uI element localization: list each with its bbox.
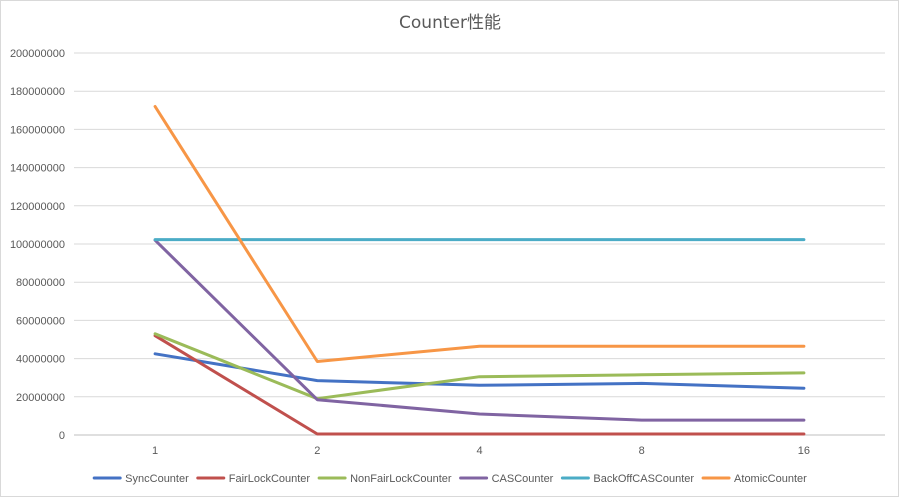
- chart-title: Counter性能: [399, 13, 501, 33]
- y-tick-label: 200000000: [10, 48, 65, 60]
- y-tick-label: 60000000: [16, 315, 65, 327]
- y-tick-label: 160000000: [10, 124, 65, 136]
- x-tick-label: 16: [798, 445, 810, 457]
- legend: SyncCounter FairLockCounter NonFairLockCou…: [92, 473, 807, 485]
- legend-label: FairLockCounter: [229, 473, 311, 485]
- x-tick-label: 4: [476, 445, 482, 457]
- y-tick-label: 80000000: [16, 277, 65, 289]
- legend-label: BackOffCASCounter: [593, 473, 694, 485]
- y-tick-label: 180000000: [10, 86, 65, 98]
- y-tick-label: 120000000: [10, 201, 65, 213]
- legend-item-nonfairlockcounter: NonFairLockCounter: [317, 473, 452, 485]
- series-line-atomiccounter: [153, 105, 806, 363]
- series-line-synccounter: [153, 352, 806, 390]
- series-lines: [153, 105, 806, 436]
- legend-item-synccounter: SyncCounter: [92, 473, 189, 485]
- gridlines: [74, 52, 885, 436]
- legend-label: AtomicCounter: [734, 473, 807, 485]
- series-line-cascounter: [153, 238, 806, 422]
- y-tick-label: 100000000: [10, 239, 65, 251]
- legend-item-cascounter: CASCounter: [459, 473, 554, 485]
- x-tick-label: 8: [639, 445, 645, 457]
- y-tick-label: 20000000: [16, 392, 65, 404]
- legend-label: NonFairLockCounter: [350, 473, 452, 485]
- x-tick-label: 1: [152, 445, 158, 457]
- x-tick-label: 2: [314, 445, 320, 457]
- y-axis-ticks: 0 20000000 40000000 60000000 80000000 1000000…: [10, 48, 65, 442]
- legend-label: SyncCounter: [125, 473, 189, 485]
- y-tick-label: 0: [59, 430, 65, 442]
- series-line-nonfairlockcounter: [153, 332, 806, 401]
- legend-item-atomiccounter: AtomicCounter: [701, 473, 807, 485]
- y-tick-label: 40000000: [16, 354, 65, 366]
- y-tick-label: 140000000: [10, 163, 65, 175]
- series-line-fairlockcounter: [153, 334, 806, 436]
- legend-label: CASCounter: [492, 473, 554, 485]
- legend-item-fairlockcounter: FairLockCounter: [196, 473, 311, 485]
- legend-item-backoffcascounter: BackOffCASCounter: [560, 473, 694, 485]
- x-axis-ticks: 1 2 4 8 16: [152, 445, 810, 457]
